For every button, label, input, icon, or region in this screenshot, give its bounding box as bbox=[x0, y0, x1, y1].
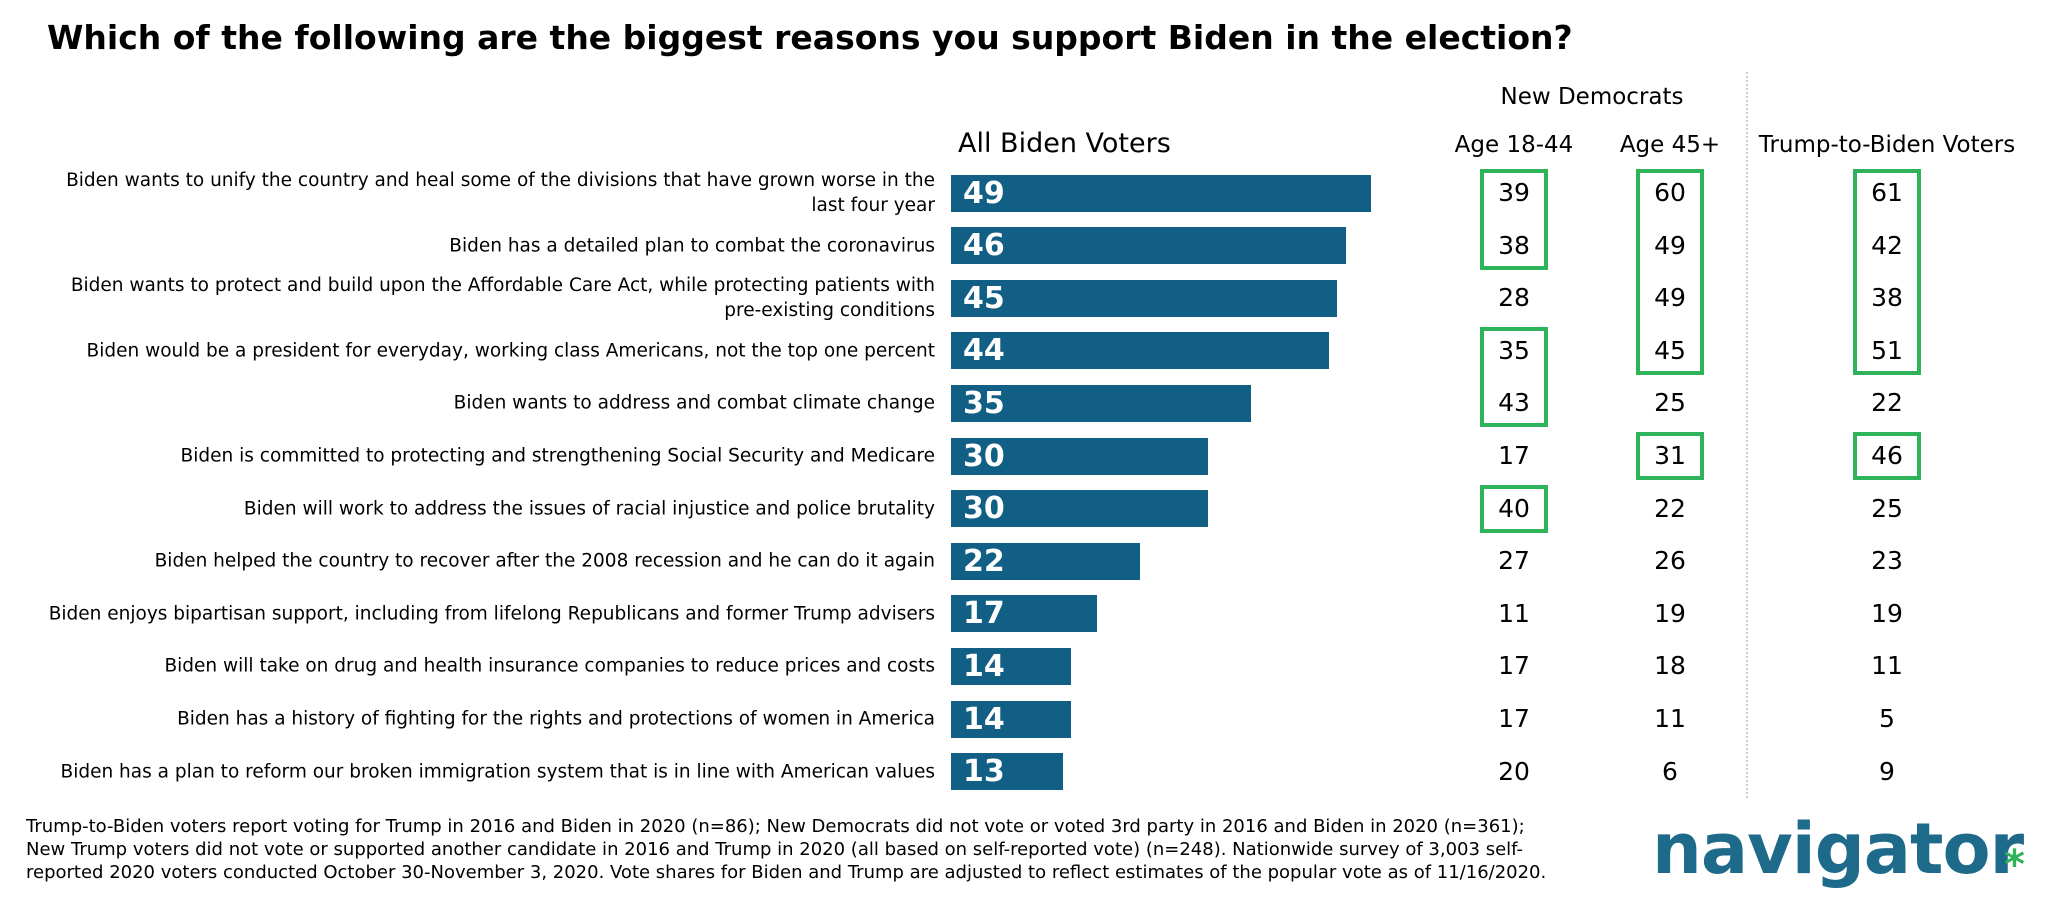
category-label: Biden would be a president for everyday,… bbox=[86, 340, 935, 362]
category-label: Biden will take on drug and health insur… bbox=[164, 655, 935, 677]
logo: navigator bbox=[1652, 808, 2024, 890]
table-value: 45 bbox=[1654, 335, 1686, 365]
divider bbox=[1746, 72, 1748, 798]
category-label: Biden has a history of fighting for the … bbox=[177, 708, 935, 730]
table-value: 22 bbox=[1871, 388, 1903, 418]
table-value: 49 bbox=[1654, 283, 1686, 313]
category-label: Biden helped the country to recover afte… bbox=[154, 550, 935, 572]
table-value: 20 bbox=[1498, 756, 1530, 786]
table-value: 19 bbox=[1654, 598, 1686, 628]
bar-value-label: 14 bbox=[963, 648, 1005, 684]
table-value: 17 bbox=[1498, 651, 1530, 681]
bar bbox=[951, 437, 1209, 475]
bar bbox=[951, 700, 1072, 738]
table-value: 51 bbox=[1871, 335, 1903, 365]
bar-value-label: 17 bbox=[963, 596, 1005, 632]
highlight-box bbox=[1480, 484, 1548, 533]
bar bbox=[951, 595, 1097, 633]
table-value: 17 bbox=[1498, 704, 1530, 733]
highlight-box bbox=[1853, 432, 1921, 480]
source-note: reported 2020 voters conducted October 3… bbox=[26, 862, 1547, 883]
bar-value-label: 30 bbox=[963, 491, 1005, 527]
table-value: 31 bbox=[1654, 441, 1686, 470]
column-header: Trump-to-Biden Voters bbox=[1758, 132, 2016, 158]
bar bbox=[951, 279, 1338, 317]
bar-value-label: 35 bbox=[963, 385, 1005, 421]
highlight-box bbox=[1853, 169, 1921, 375]
category-label: Biden has a plan to reform our broken im… bbox=[60, 761, 936, 783]
table-value: 27 bbox=[1498, 546, 1530, 576]
table-value: 6 bbox=[1662, 756, 1678, 786]
table-value: 9 bbox=[1879, 756, 1895, 786]
bar bbox=[951, 647, 1072, 685]
table-value: 25 bbox=[1871, 493, 1903, 523]
bar-value-label: 14 bbox=[963, 701, 1005, 737]
table-value: 19 bbox=[1871, 598, 1903, 628]
highlight-box bbox=[1480, 169, 1548, 270]
highlight-box bbox=[1636, 169, 1704, 375]
category-label: Biden is committed to protecting and str… bbox=[180, 445, 935, 467]
table-value: 49 bbox=[1654, 230, 1686, 260]
table-value: 22 bbox=[1654, 493, 1686, 523]
table-value: 39 bbox=[1498, 178, 1530, 207]
category-label: Biden enjoys bipartisan support, includi… bbox=[48, 603, 935, 625]
source-note: Trump-to-Biden voters report voting for … bbox=[26, 816, 1525, 837]
highlight-box bbox=[1636, 432, 1704, 480]
bar bbox=[951, 542, 1140, 580]
bar-value-label: 46 bbox=[963, 228, 1005, 264]
category-label: Biden wants to unify the country and hea… bbox=[66, 170, 935, 216]
table-value: 40 bbox=[1498, 493, 1530, 523]
bar bbox=[951, 384, 1252, 422]
table-value: 23 bbox=[1871, 546, 1903, 576]
highlight-box bbox=[1480, 326, 1548, 428]
bar-value-label: 13 bbox=[963, 754, 1005, 790]
table-value: 60 bbox=[1654, 178, 1686, 207]
table-value: 11 bbox=[1498, 598, 1530, 628]
series-header: All Biden Voters bbox=[958, 128, 1171, 159]
bar bbox=[951, 174, 1372, 212]
bar bbox=[951, 227, 1346, 265]
table-value: 26 bbox=[1654, 546, 1686, 576]
bar-value-label: 30 bbox=[963, 438, 1005, 474]
category-label: Biden wants to protect and build upon th… bbox=[70, 275, 935, 322]
category-label: Biden has a detailed plan to combat the … bbox=[449, 235, 935, 257]
table-value: 25 bbox=[1654, 388, 1686, 418]
table-value: 28 bbox=[1498, 283, 1530, 313]
source-note: New Trump voters did not vote or support… bbox=[26, 839, 1523, 860]
table-value: 11 bbox=[1871, 651, 1903, 681]
bar-value-label: 45 bbox=[963, 280, 1005, 316]
table-value: 5 bbox=[1879, 704, 1895, 733]
table-value: 11 bbox=[1654, 704, 1686, 733]
table-value: 18 bbox=[1654, 651, 1686, 681]
table-value: 43 bbox=[1498, 388, 1530, 418]
bar-value-label: 49 bbox=[963, 175, 1005, 211]
category-label: Biden wants to address and combat climat… bbox=[453, 392, 935, 414]
bar-value-label: 22 bbox=[963, 543, 1005, 579]
column-header: Age 18-44 bbox=[1454, 132, 1574, 158]
column-group-header: New Democrats bbox=[1500, 84, 1684, 110]
bar-value-label: 44 bbox=[963, 333, 1005, 369]
column-header: Age 45+ bbox=[1619, 132, 1721, 158]
table-value: 38 bbox=[1871, 283, 1903, 313]
logo-mark: * bbox=[2004, 842, 2025, 888]
table-value: 35 bbox=[1498, 335, 1530, 365]
bar bbox=[951, 753, 1063, 791]
table-value: 61 bbox=[1871, 178, 1903, 207]
bar bbox=[951, 332, 1329, 370]
chart-title: Which of the following are the biggest r… bbox=[47, 18, 1573, 57]
table-value: 17 bbox=[1498, 441, 1530, 470]
category-label: Biden will work to address the issues of… bbox=[243, 498, 935, 520]
table-value: 38 bbox=[1498, 230, 1530, 260]
bar bbox=[951, 490, 1209, 528]
table-value: 42 bbox=[1871, 230, 1903, 260]
table-value: 46 bbox=[1871, 441, 1903, 470]
